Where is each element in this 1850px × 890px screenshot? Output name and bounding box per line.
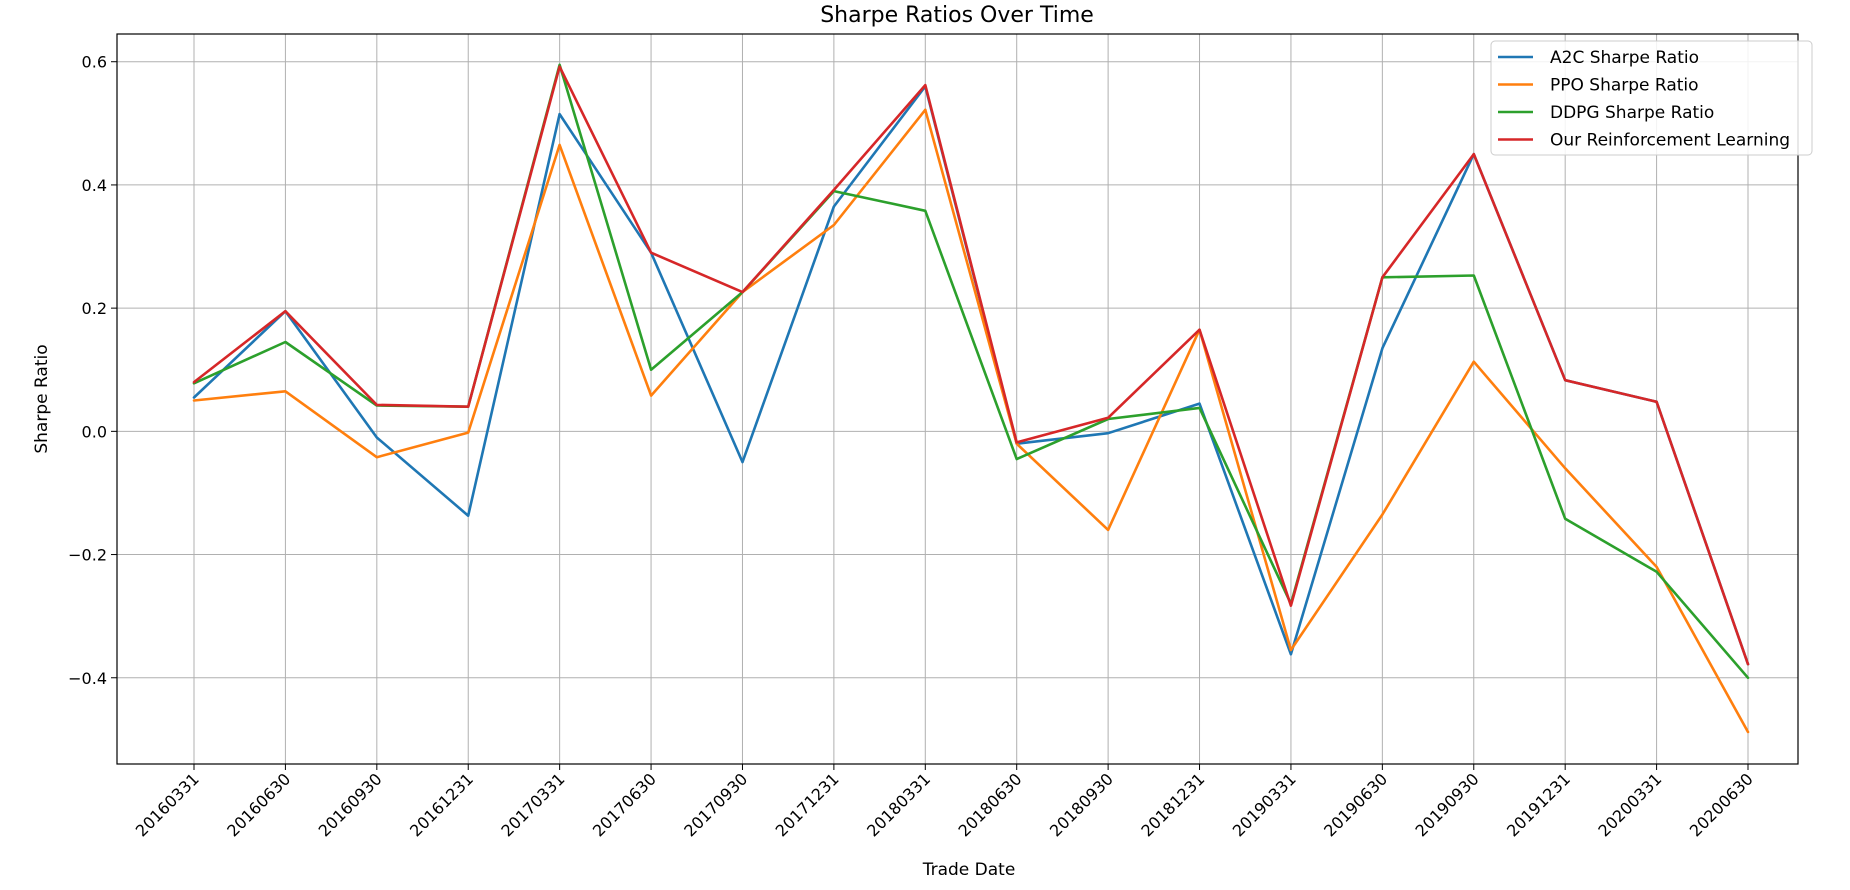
legend-label: DDPG Sharpe Ratio [1550, 103, 1714, 123]
legend: A2C Sharpe Ratio PPO Sharpe Ratio DDPG Sha… [1490, 40, 1813, 156]
x-tick-label: 20190331 [1229, 769, 1300, 840]
series-line [192, 63, 1750, 680]
x-tick-label: 20200331 [1594, 769, 1665, 840]
x-tick-label: 20161231 [406, 769, 477, 840]
x-tick-label: 20180630 [955, 769, 1026, 840]
x-tick-label: 20170630 [589, 769, 660, 840]
x-tick-label: 20180331 [863, 769, 934, 840]
x-tick-label: 20190630 [1320, 769, 1391, 840]
x-tick-label: 20160630 [223, 769, 294, 840]
x-tick-label: 20190930 [1412, 769, 1483, 840]
x-axis-label: Trade Date [922, 860, 1016, 880]
y-tick-label: −0.4 [68, 669, 107, 688]
x-tick-label: 20191231 [1503, 769, 1574, 840]
legend-box [1490, 40, 1813, 156]
series-line [192, 108, 1750, 734]
y-tick-label: 0.0 [82, 422, 107, 441]
grid [117, 34, 1798, 764]
x-tick-label: 20171231 [772, 769, 843, 840]
x-tick-label: 20200630 [1686, 769, 1757, 840]
chart-title: Sharpe Ratios Over Time [820, 3, 1094, 28]
y-tick-label: −0.2 [68, 546, 107, 565]
y-axis-label: Sharpe Ratio [32, 344, 52, 453]
x-tick-label: 20170930 [680, 769, 751, 840]
series-line [192, 65, 1750, 666]
x-tick-label: 20160930 [315, 769, 386, 840]
y-tick-label: 0.2 [82, 299, 107, 318]
series-lines [192, 63, 1750, 734]
legend-label: Our Reinforcement Learning [1550, 131, 1790, 151]
y-tick-label: 0.4 [82, 176, 107, 195]
x-tick-label: 20160331 [132, 769, 203, 840]
legend-label: A2C Sharpe Ratio [1550, 48, 1699, 68]
series-line [192, 85, 1750, 666]
x-tick-label: 20170331 [497, 769, 568, 840]
x-axis: 20160331 20160630 20160930 20161231 20170331… [132, 764, 1757, 840]
plot-frame [116, 33, 1799, 765]
y-tick-label: 0.6 [82, 53, 107, 72]
y-axis: −0.4 −0.2 0.0 0.2 0.4 0.6 [68, 53, 117, 688]
x-tick-label: 20181231 [1137, 769, 1208, 840]
legend-label: PPO Sharpe Ratio [1550, 76, 1699, 96]
x-tick-label: 20180930 [1046, 769, 1117, 840]
